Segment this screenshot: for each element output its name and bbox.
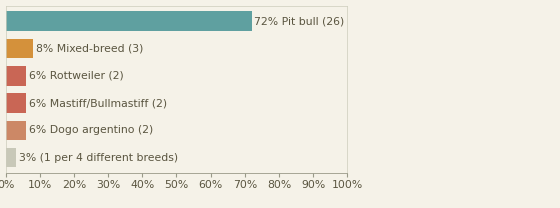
Bar <box>6 121 26 140</box>
Bar <box>6 66 26 86</box>
Bar <box>6 93 26 113</box>
Text: 3% (1 per 4 different breeds): 3% (1 per 4 different breeds) <box>18 153 178 163</box>
Text: 72% Pit bull (26): 72% Pit bull (26) <box>254 16 344 26</box>
Text: 6% Dogo argentino (2): 6% Dogo argentino (2) <box>29 125 153 135</box>
Text: 6% Mastiff/Bullmastiff (2): 6% Mastiff/Bullmastiff (2) <box>29 98 167 108</box>
Bar <box>6 148 16 167</box>
Text: 6% Rottweiler (2): 6% Rottweiler (2) <box>29 71 124 81</box>
Text: 8% Mixed-breed (3): 8% Mixed-breed (3) <box>36 43 143 53</box>
Bar <box>6 11 251 31</box>
Bar <box>6 39 33 58</box>
